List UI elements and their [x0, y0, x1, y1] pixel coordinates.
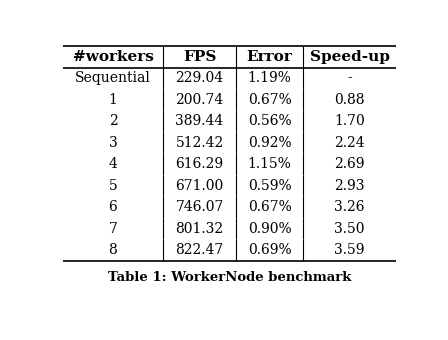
Text: 1.19%: 1.19% [248, 71, 292, 85]
Text: 616.29: 616.29 [176, 157, 224, 171]
Text: 1.70: 1.70 [334, 114, 365, 128]
Text: 389.44: 389.44 [176, 114, 224, 128]
Text: Error: Error [247, 50, 293, 64]
Text: 4: 4 [108, 157, 117, 171]
Text: 0.67%: 0.67% [248, 200, 292, 214]
Text: 2.24: 2.24 [334, 136, 365, 150]
Text: 0.67%: 0.67% [248, 93, 292, 107]
Text: 3.26: 3.26 [334, 200, 365, 214]
Text: 6: 6 [108, 200, 117, 214]
Text: 512.42: 512.42 [176, 136, 224, 150]
Text: Table 1: WorkerNode benchmark: Table 1: WorkerNode benchmark [108, 271, 351, 284]
Text: 0.69%: 0.69% [248, 243, 291, 257]
Text: 0.92%: 0.92% [248, 136, 291, 150]
Text: 7: 7 [108, 222, 117, 236]
Text: Sequential: Sequential [75, 71, 151, 85]
Text: 822.47: 822.47 [176, 243, 224, 257]
Text: 0.90%: 0.90% [248, 222, 291, 236]
Text: 229.04: 229.04 [176, 71, 224, 85]
Text: 1: 1 [108, 93, 117, 107]
Text: 0.59%: 0.59% [248, 178, 291, 192]
Text: 2.93: 2.93 [334, 178, 365, 192]
Text: 3.59: 3.59 [334, 243, 365, 257]
Text: 200.74: 200.74 [176, 93, 224, 107]
Text: 2: 2 [108, 114, 117, 128]
Text: 5: 5 [108, 178, 117, 192]
Text: 3.50: 3.50 [334, 222, 365, 236]
Text: 8: 8 [108, 243, 117, 257]
Text: #workers: #workers [73, 50, 153, 64]
Text: 3: 3 [108, 136, 117, 150]
Text: 671.00: 671.00 [176, 178, 224, 192]
Text: 2.69: 2.69 [334, 157, 365, 171]
Text: FPS: FPS [183, 50, 216, 64]
Text: 801.32: 801.32 [176, 222, 224, 236]
Text: 0.88: 0.88 [334, 93, 365, 107]
Text: 0.56%: 0.56% [248, 114, 291, 128]
Text: -: - [347, 71, 352, 85]
Text: Speed-up: Speed-up [310, 50, 389, 64]
Text: 1.15%: 1.15% [248, 157, 292, 171]
Text: 746.07: 746.07 [176, 200, 224, 214]
